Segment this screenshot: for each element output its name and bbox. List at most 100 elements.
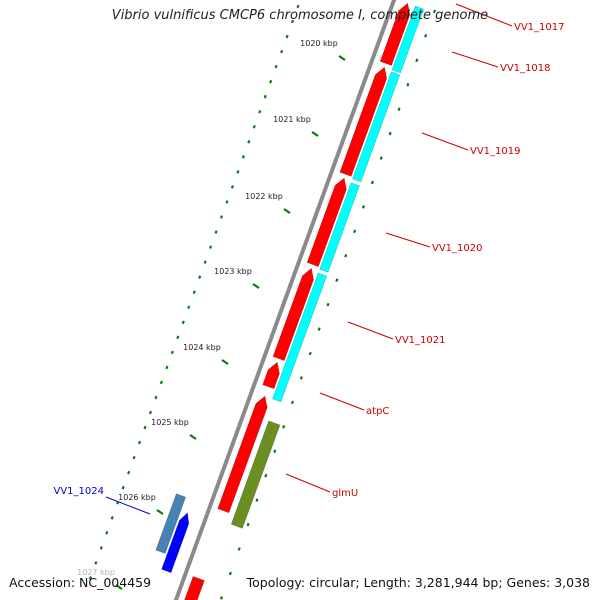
kbp-tick-label: 1021 kbp	[273, 115, 311, 124]
inner-tick-dot	[361, 205, 366, 209]
kbp-tick-label: 1022 kbp	[245, 192, 283, 201]
feature-glmu-region-cds	[217, 395, 268, 514]
gene-label: atpC	[366, 406, 389, 417]
gene-leader-line	[451, 51, 499, 68]
feature-reverse-cds-3	[319, 182, 360, 273]
inner-tick-dot	[282, 425, 286, 429]
scale-dot	[110, 515, 114, 520]
inner-tick-dot	[415, 58, 419, 63]
scale-dot	[170, 350, 174, 355]
gene-label: VV1_1018	[500, 63, 551, 74]
kbp-tick-label: 1027 kbp	[77, 568, 115, 577]
kbp-tick-mark	[221, 359, 229, 365]
inner-tick-dot	[326, 302, 330, 307]
gene-leader-line	[105, 496, 151, 515]
feature-vv1-1018-cds	[379, 2, 411, 66]
gene-label: VV1_1019	[470, 146, 521, 157]
kbp-tick-label: 1023 kbp	[214, 267, 252, 276]
scale-dot	[236, 170, 240, 174]
accession-text: Accession: NC_004459	[9, 575, 152, 590]
kbp-tick-mark	[283, 208, 291, 214]
kbp-tick-mark	[311, 131, 319, 137]
backbone-layer	[173, 0, 397, 600]
inner-tick-dot	[317, 327, 321, 331]
scale-dot	[198, 275, 202, 279]
inner-tick-dot	[290, 400, 295, 405]
scale-dot	[285, 34, 289, 39]
inner-tick-dot	[432, 9, 437, 14]
tick-layer	[88, 4, 437, 600]
inner-tick-dot	[406, 82, 410, 87]
feature-reverse-cds-4	[272, 272, 328, 403]
inner-tick-dot	[246, 522, 250, 527]
scale-dot	[258, 109, 262, 114]
kbp-tick-mark	[252, 283, 260, 289]
scale-dot	[214, 230, 218, 234]
kbp-tick-label: 1020 kbp	[300, 39, 338, 48]
inner-tick-dot	[255, 498, 259, 502]
scale-dot	[291, 19, 295, 24]
scale-dot	[219, 215, 224, 219]
scale-dot	[94, 561, 98, 565]
feature-reverse-cds-2	[352, 71, 401, 183]
backbone-line	[173, 0, 397, 600]
feature-vv1-1024-b	[161, 512, 190, 574]
map-title: Vibrio vulnificus CMCP6 chromosome I, co…	[111, 8, 489, 23]
gene-label: VV1_1017	[514, 22, 565, 33]
scale-dot	[181, 320, 185, 325]
feature-vv1-1020-cds	[306, 177, 347, 267]
scale-dot	[203, 260, 207, 264]
inner-tick-dot	[424, 34, 428, 38]
scale-dot	[121, 485, 125, 490]
gene-leader-line	[455, 3, 513, 27]
feature-layer	[155, 2, 425, 600]
kbp-tick-mark	[156, 509, 164, 515]
inner-tick-dot	[219, 596, 223, 600]
scale-dot	[165, 365, 169, 370]
scale-dot	[269, 79, 273, 84]
scale-dot	[159, 380, 163, 385]
scale-dot	[241, 155, 245, 159]
inner-tick-dot	[344, 253, 348, 258]
inner-tick-dot	[273, 449, 277, 454]
scale-dot	[176, 335, 180, 340]
kbp-tick-mark	[189, 434, 197, 440]
feature-glmu	[230, 420, 281, 529]
inner-tick-dot	[228, 571, 232, 576]
scale-dot	[88, 576, 92, 580]
scale-dot	[296, 4, 300, 9]
inner-tick-dot	[299, 376, 303, 380]
scale-dot	[209, 245, 213, 249]
feature-vv1-1024-a	[155, 493, 187, 554]
topology-text: Topology: circular; Length: 3,281,944 bp…	[246, 575, 590, 590]
gene-leader-line	[347, 321, 394, 340]
inner-tick-dot	[335, 278, 339, 282]
inner-tick-dot	[388, 131, 392, 136]
scale-dot	[247, 140, 251, 144]
gene-leader-line	[319, 392, 365, 411]
kbp-tick-label: 1025 kbp	[151, 418, 189, 427]
gene-label: VV1_1020	[432, 243, 483, 254]
scale-dot	[138, 440, 142, 445]
feature-vv1-1017-cds	[391, 5, 425, 74]
inner-tick-dot	[397, 107, 401, 111]
scale-dot	[230, 185, 234, 189]
feature-atpc-cds	[262, 361, 280, 390]
inner-tick-dot	[379, 156, 383, 160]
gene-label: glmU	[332, 488, 358, 499]
label-layer: 1020 kbp 1021 kbp 1022 kbp 1023 kbp 1024 kbp…	[54, 3, 565, 577]
scale-dot	[280, 49, 284, 54]
inner-tick-dot	[237, 547, 241, 551]
scale-dot	[263, 94, 267, 99]
gene-leader-line	[385, 232, 431, 248]
scale-dot	[252, 125, 256, 129]
scale-dot	[99, 546, 103, 550]
feature-lower-cds	[184, 576, 205, 600]
inner-tick-dot	[370, 180, 374, 185]
scale-dot	[225, 200, 229, 204]
gene-label: VV1_1024	[54, 486, 105, 497]
scale-dot	[127, 470, 131, 475]
scale-dot	[132, 455, 136, 460]
scale-dot	[274, 64, 278, 69]
